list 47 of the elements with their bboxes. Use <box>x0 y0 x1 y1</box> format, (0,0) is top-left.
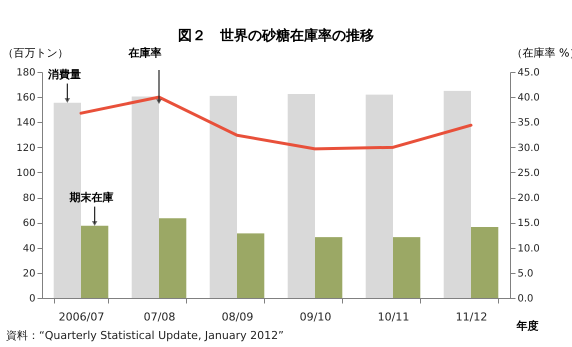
y-tick-label: 140 <box>16 118 36 129</box>
y-tick-label: 120 <box>16 142 36 154</box>
y2-tick-label: 35.0 <box>518 118 540 129</box>
x-tick-label: 09/10 <box>300 310 332 324</box>
y2-tick-label: 20.0 <box>518 193 540 204</box>
y2-tick-label: 5.0 <box>518 268 534 280</box>
y2-tick-label: 40.0 <box>518 92 540 104</box>
y2-axis-title: （在庫率 %） <box>512 46 572 60</box>
x-axis-title: 年度 <box>516 320 538 332</box>
x-tick-label: 2006/07 <box>58 310 104 324</box>
bar <box>444 90 471 298</box>
y-tick-label: 180 <box>16 68 36 78</box>
bar <box>471 227 498 298</box>
y-tick-label: 160 <box>16 92 36 104</box>
x-tick-label: 07/08 <box>144 310 176 324</box>
bar <box>210 96 237 298</box>
x-tick-label: 11/12 <box>456 310 488 324</box>
text: 在庫率 <box>128 46 162 60</box>
y2-tick-label: 0.0 <box>518 294 534 304</box>
y2-tick-label: 30.0 <box>518 142 540 154</box>
y-axis-title: （百万トン） <box>2 46 68 60</box>
chart-title: 図２ 世界の砂糖在庫率の推移 <box>178 27 374 44</box>
bar <box>237 233 264 298</box>
y2-tick-label: 15.0 <box>518 218 540 230</box>
y2-tick-label: 45.0 <box>518 68 540 78</box>
y-tick-label: 0 <box>29 294 36 304</box>
y-tick-label: 20 <box>22 268 36 280</box>
bar <box>393 237 420 298</box>
bar <box>315 237 342 298</box>
y-tick-label: 100 <box>16 168 36 179</box>
bar <box>54 102 81 298</box>
y-tick-label: 40 <box>22 243 36 254</box>
y-tick-label: 60 <box>22 218 36 230</box>
y2-tick-label: 10.0 <box>518 243 540 254</box>
bar <box>288 94 315 298</box>
bar <box>81 226 108 298</box>
y-tick-label: 80 <box>22 193 36 204</box>
bar <box>366 94 393 298</box>
x-tick-label: 08/09 <box>222 310 254 324</box>
x-tick-label: 10/11 <box>378 310 410 324</box>
text: 資料：“Quarterly Statistical Update, January 2012” <box>6 329 284 342</box>
line-series <box>80 96 472 150</box>
y2-tick-label: 25.0 <box>518 168 540 179</box>
bar <box>159 218 186 298</box>
series-label: 消費量 <box>46 68 81 82</box>
text: 期末在庫 <box>68 191 114 204</box>
bar <box>132 96 159 298</box>
